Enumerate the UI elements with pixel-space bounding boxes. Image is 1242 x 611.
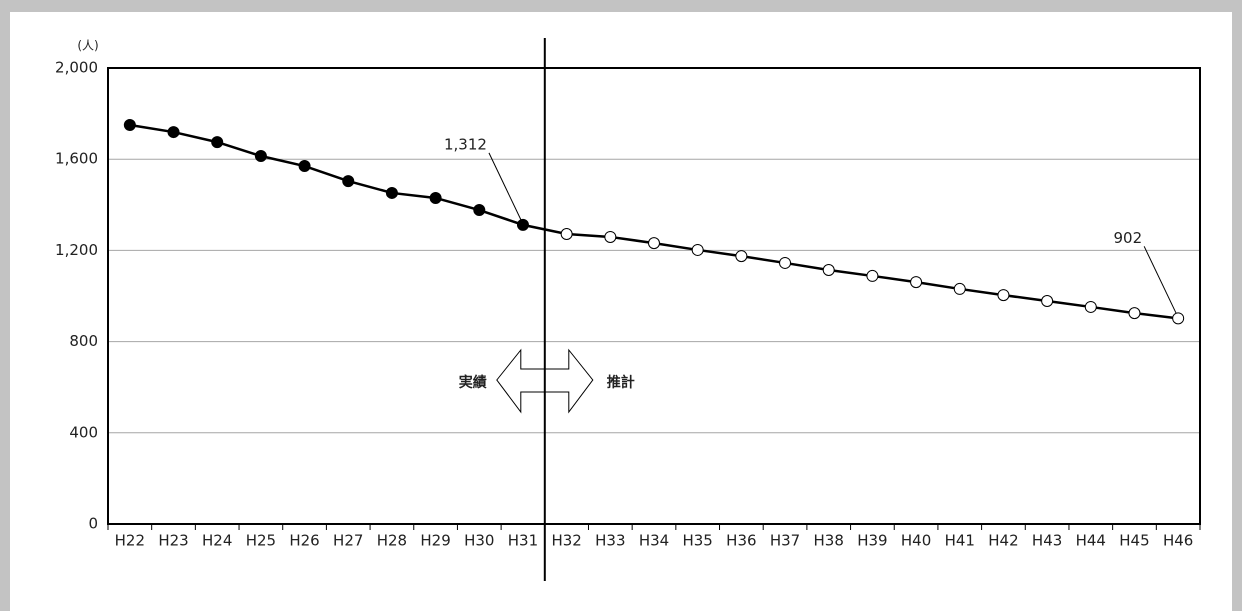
y-tick-label: 1,600 — [55, 150, 98, 168]
data-point — [779, 256, 792, 269]
plot-frame — [107, 67, 1201, 525]
x-tick-label: H43 — [1032, 532, 1062, 550]
data-point — [167, 126, 180, 139]
x-tick-label: H41 — [945, 532, 975, 550]
x-tick-label: H34 — [639, 532, 669, 550]
x-tick-label: H23 — [158, 532, 188, 550]
data-point — [1041, 295, 1054, 308]
x-tick-label: H45 — [1119, 532, 1149, 550]
data-label: 1,312 — [444, 135, 487, 153]
data-point — [822, 264, 835, 277]
chart-background — [10, 12, 1232, 611]
x-tick-label: H26 — [289, 532, 319, 550]
x-tick-label: H39 — [857, 532, 887, 550]
data-point — [1084, 300, 1097, 313]
data-point — [1128, 307, 1141, 320]
data-point — [648, 237, 660, 250]
x-tick-label: H35 — [682, 532, 712, 550]
y-tick-label: 2,000 — [55, 59, 98, 77]
data-point — [604, 230, 617, 243]
data-point — [473, 204, 486, 217]
y-tick-label: 400 — [69, 423, 98, 441]
annotation: 推計 — [607, 374, 635, 391]
data-label: 902 — [1114, 229, 1143, 247]
y-tick-label: 1,200 — [55, 241, 98, 259]
x-tick-label: H40 — [901, 532, 931, 550]
data-point — [516, 218, 529, 231]
x-tick-label: H46 — [1163, 532, 1193, 550]
data-point — [298, 160, 311, 173]
x-tick-label: H42 — [988, 532, 1018, 550]
data-point — [385, 186, 398, 199]
label-leader — [1143, 246, 1177, 314]
data-point — [560, 227, 573, 240]
data-point — [953, 282, 966, 295]
data-point — [735, 250, 748, 263]
y-tick-label: 0 — [88, 515, 98, 533]
data-point — [910, 276, 923, 289]
x-tick-label: H44 — [1076, 532, 1106, 550]
x-tick-label: H29 — [420, 532, 450, 550]
data-point — [342, 175, 355, 188]
x-tick-label: H25 — [246, 532, 276, 550]
data-point — [429, 191, 442, 204]
x-tick-label: H33 — [595, 532, 625, 550]
data-point — [997, 289, 1010, 302]
data-point — [1172, 312, 1185, 325]
data-point — [254, 150, 267, 163]
x-tick-label: H36 — [726, 532, 756, 550]
data-point — [123, 119, 136, 131]
x-tick-label: H32 — [551, 532, 581, 550]
annotation: 実績 — [459, 374, 487, 391]
x-tick-label: H28 — [377, 532, 407, 550]
data-point — [866, 269, 879, 282]
x-tick-label: H27 — [333, 532, 363, 550]
x-tick-label: H22 — [115, 532, 145, 550]
y-tick-label: 800 — [69, 332, 98, 350]
x-tick-label: H37 — [770, 532, 800, 550]
x-tick-label: H31 — [508, 532, 538, 550]
data-point — [211, 136, 224, 149]
y-unit: (人) — [77, 39, 98, 53]
label-leader — [488, 152, 522, 221]
x-tick-label: H24 — [202, 532, 232, 550]
x-tick-label: H38 — [814, 532, 844, 550]
data-point — [691, 243, 704, 256]
x-tick-label: H30 — [464, 532, 494, 550]
